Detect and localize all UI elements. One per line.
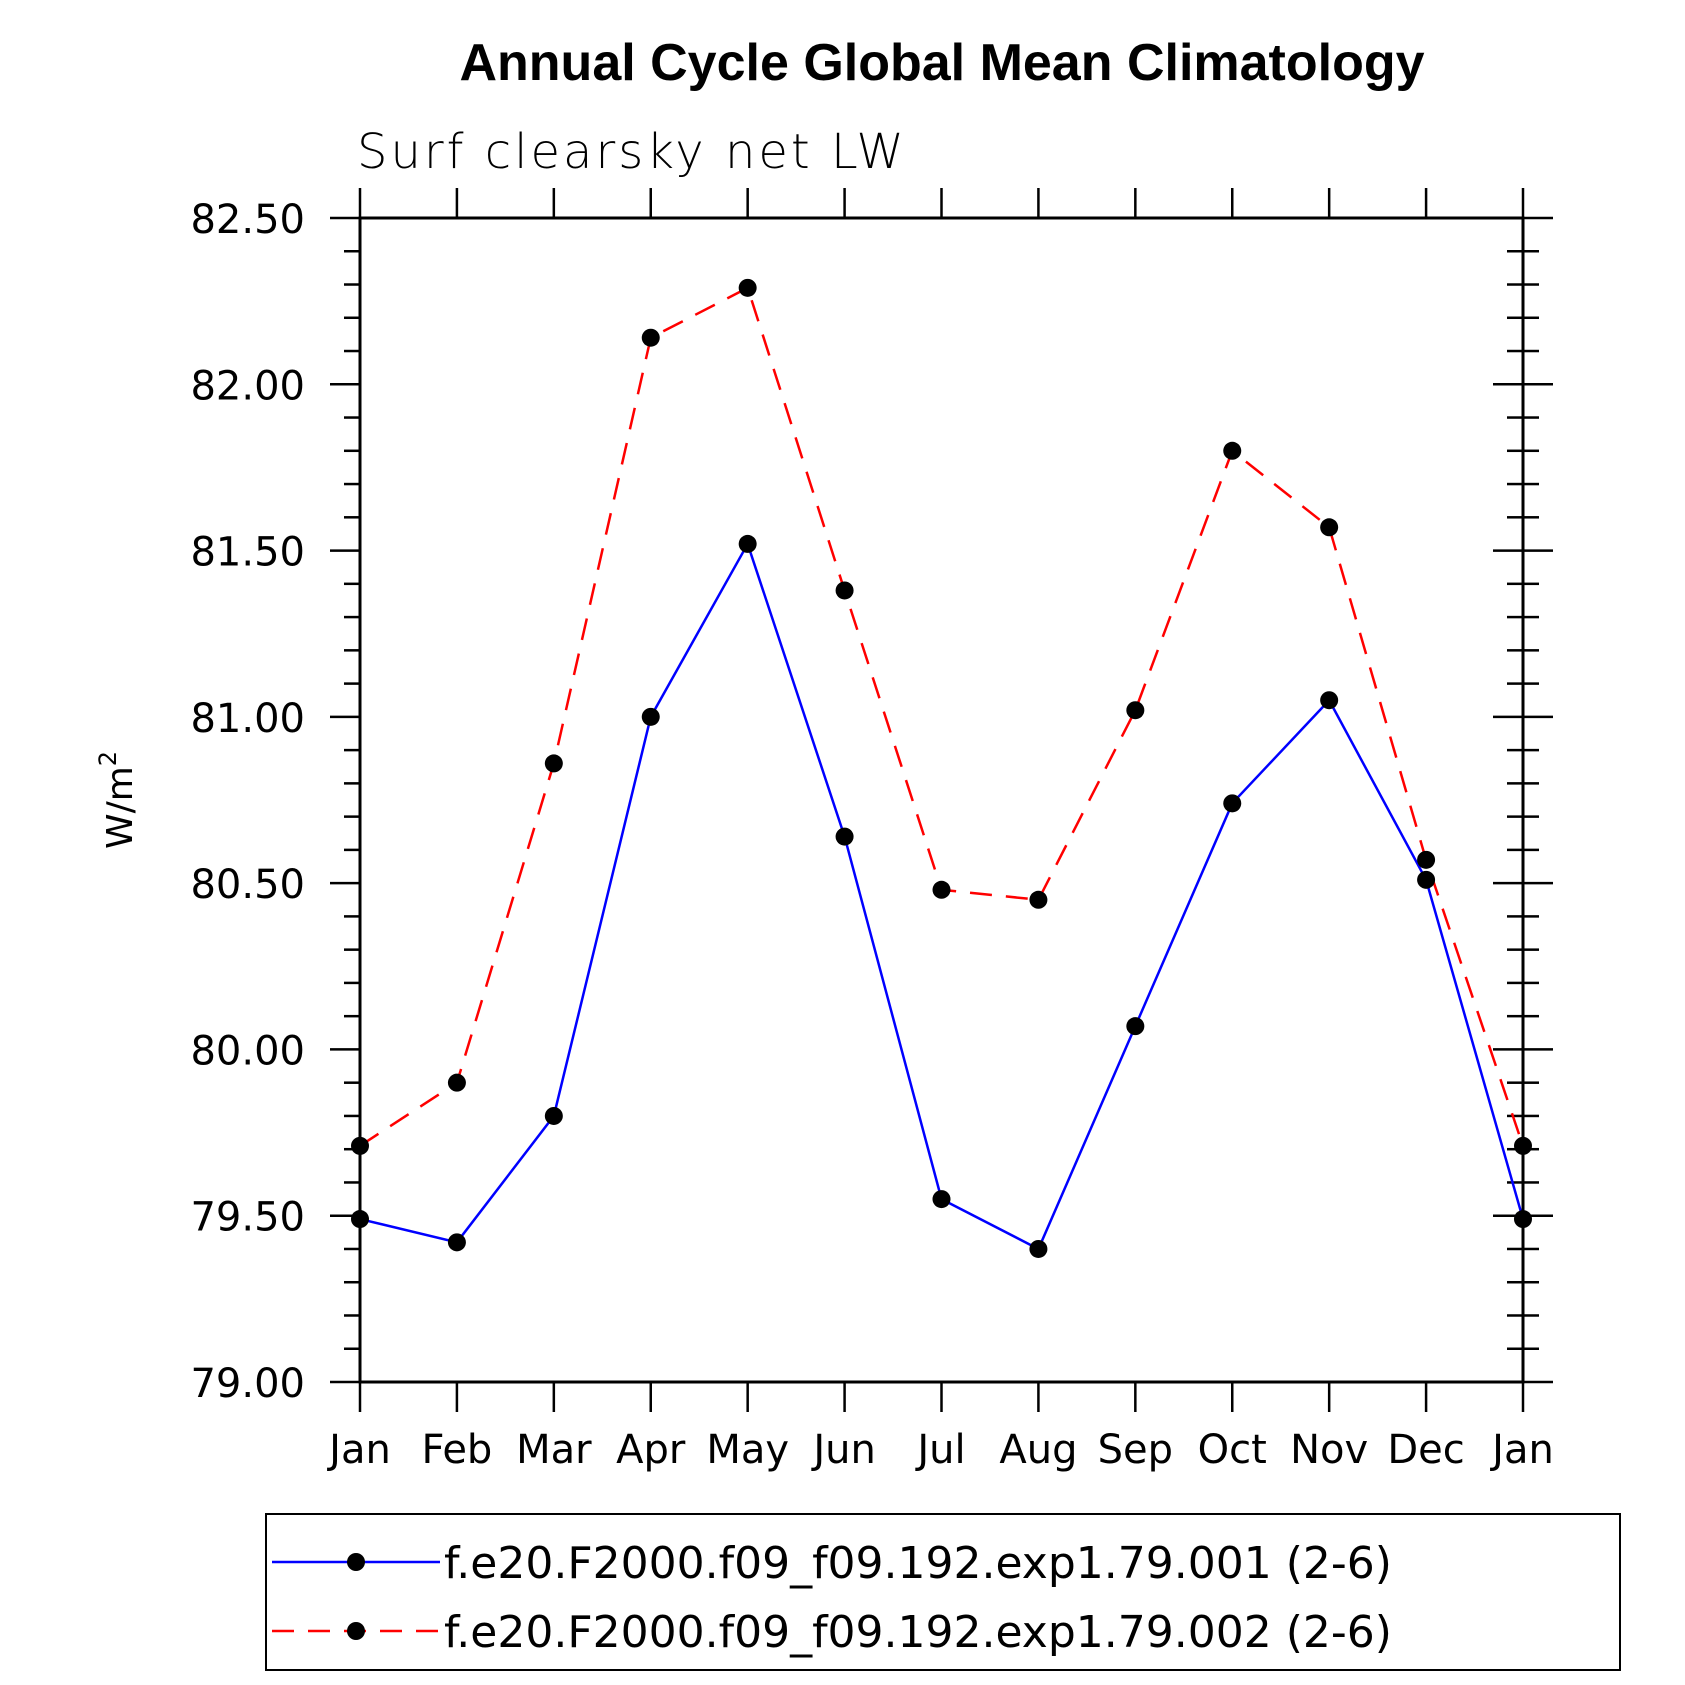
legend-label-1: f.e20.F2000.f09_f09.192.exp1.79.001 (2-6… [444,1538,1392,1589]
y-axis-label: W/m2 [94,751,141,849]
y-tick-label: 80.00 [190,1028,305,1074]
series-2-point [641,328,660,347]
x-tick-label: Apr [616,1427,686,1473]
series-1-point [1029,1239,1048,1258]
x-tick-label: Sep [1098,1427,1173,1473]
x-axis: Jan Feb Mar Apr May Jun Jul Aug Sep Oct Nov Dec Jan [326,188,1554,1473]
series-2-point [1417,850,1436,869]
series-2-point [1029,890,1048,909]
series-2-point [1320,518,1339,537]
series-1-point [544,1106,563,1125]
legend-marker-2 [347,1622,365,1640]
series-1-point [447,1233,466,1252]
x-tick-label: Aug [999,1427,1077,1473]
x-tick-label: Jun [810,1427,876,1473]
series-2-point [738,278,757,297]
y-tick-label: 80.50 [190,862,305,908]
x-tick-label: Jul [914,1427,965,1473]
y-tick-label: 79.00 [190,1361,305,1407]
x-tick-label: Jan [326,1427,391,1473]
series-1-point [351,1210,369,1229]
y-tick-label: 82.00 [190,363,305,409]
series-2-point [1126,701,1145,720]
y-tick-label: 79.50 [190,1195,305,1241]
x-tick-label: Feb [422,1427,493,1473]
series-1-point [932,1190,951,1209]
y-axis-label-superscript: 2 [94,751,122,766]
series-1-point [1126,1017,1145,1036]
series-2-point [932,880,951,899]
series-2-point [835,581,854,600]
legend-marker-1 [347,1553,365,1571]
series-1-point [1320,691,1339,710]
y-tick-label: 81.00 [190,696,305,742]
legend: f.e20.F2000.f09_f09.192.exp1.79.001 (2-6… [265,1513,1621,1671]
series-2-point [1223,441,1242,460]
series-2-point [447,1073,466,1092]
x-tick-label: Jan [1489,1427,1554,1473]
series-line-2 [359,286,1525,1147]
y-tick-label: 82.50 [190,197,305,243]
y-axis: 79.00 79.50 80.00 80.50 81.00 81.50 82.00 82.50 [190,197,1553,1407]
series-1-point [641,707,660,726]
x-tick-label: May [706,1427,789,1473]
legend-box [265,1513,1621,1671]
x-tick-label: Dec [1387,1427,1464,1473]
series-1-point [835,827,854,846]
series-1-point [1514,1210,1532,1229]
series-2-point [544,754,563,773]
series-2-point [351,1136,369,1155]
series-1-point [1223,794,1242,813]
series-2-point [1514,1136,1532,1155]
chart-subtitle: Surf clearsky net LW [357,124,907,180]
chart-title: Annual Cycle Global Mean Climatology [459,34,1424,92]
x-tick-label: Nov [1290,1427,1368,1473]
y-tick-label: 81.50 [190,530,305,576]
x-tick-label: Mar [516,1427,592,1473]
series-1-point [738,534,757,553]
series-layer [351,278,1532,1258]
x-tick-label: Oct [1198,1427,1267,1473]
y-axis-label-text: W/m [100,766,141,849]
series-1-point [1417,870,1436,889]
legend-label-2: f.e20.F2000.f09_f09.192.exp1.79.002 (2-6… [444,1607,1392,1658]
svg-text:W/m2: W/m2 [94,751,141,849]
